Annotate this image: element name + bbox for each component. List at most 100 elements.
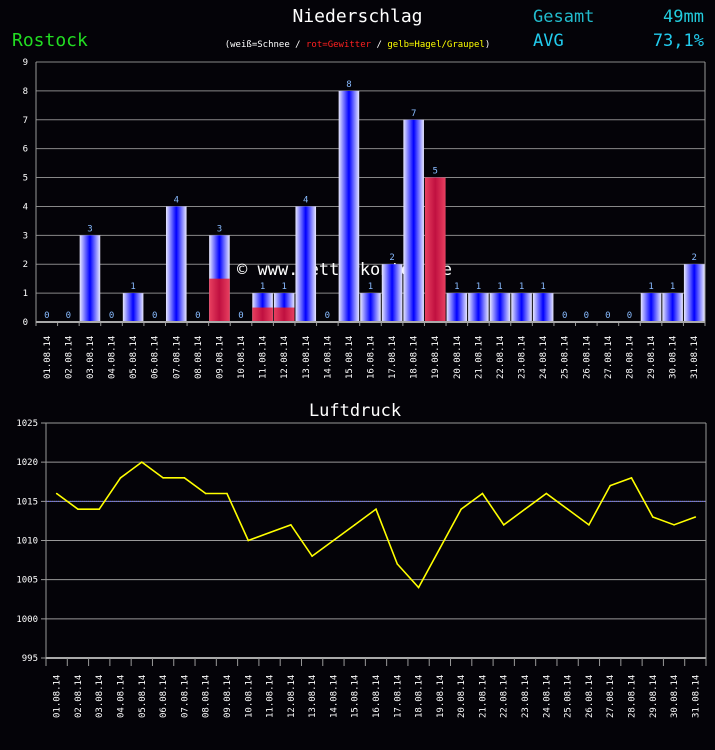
y-tick-label: 9 xyxy=(23,58,28,68)
pressure-point xyxy=(630,477,633,479)
bar-value-label: 5 xyxy=(433,167,438,177)
x-tick-label: 01.08.14 xyxy=(43,336,53,379)
pressure-point xyxy=(77,508,79,510)
bar-value-label: 1 xyxy=(519,282,524,292)
x-tick-label: 13.08.14 xyxy=(308,675,318,718)
bar-value-label: 2 xyxy=(691,253,696,263)
x-tick-label: 27.08.14 xyxy=(604,336,614,379)
pressure-point xyxy=(55,492,58,495)
bar-value-label: 1 xyxy=(476,282,481,292)
x-tick-label: 25.08.14 xyxy=(564,675,574,718)
x-tick-label: 04.08.14 xyxy=(117,675,127,718)
x-tick-label: 03.08.14 xyxy=(86,336,96,379)
legend-snow: weiß=Schnee xyxy=(230,40,290,50)
x-tick-label: 18.08.14 xyxy=(415,675,425,718)
precipitation-bar xyxy=(295,206,317,322)
bar-value-label: 1 xyxy=(497,282,502,292)
x-tick-label: 02.08.14 xyxy=(74,675,84,718)
thunder-bar xyxy=(273,307,295,322)
pressure-point xyxy=(417,586,420,589)
x-tick-label: 19.08.14 xyxy=(436,675,446,718)
bar-value-label: 1 xyxy=(540,282,545,292)
bar-value-label: 0 xyxy=(562,311,567,321)
x-tick-label: 22.08.14 xyxy=(496,336,506,379)
x-tick-label: 24.08.14 xyxy=(542,675,552,718)
total-label: Gesamt xyxy=(533,7,595,27)
x-tick-label: 17.08.14 xyxy=(393,675,403,718)
bar-value-label: 4 xyxy=(303,195,308,205)
x-tick-label: 26.08.14 xyxy=(585,675,595,718)
x-tick-label: 08.08.14 xyxy=(202,675,212,718)
y-tick-label: 1020 xyxy=(16,458,38,468)
y-tick-label: 6 xyxy=(23,145,28,155)
x-tick-label: 31.08.14 xyxy=(691,675,701,718)
pressure-point xyxy=(396,563,399,565)
x-tick-label: 02.08.14 xyxy=(64,336,74,379)
bar-value-label: 1 xyxy=(670,282,675,292)
x-tick-label: 09.08.14 xyxy=(215,336,225,379)
pressure-point xyxy=(460,508,462,510)
x-tick-label: 16.08.14 xyxy=(372,675,382,718)
x-tick-label: 07.08.14 xyxy=(172,336,182,379)
pressure-point xyxy=(119,477,122,479)
bar-value-label: 0 xyxy=(152,311,157,321)
x-tick-label: 06.08.14 xyxy=(159,675,169,718)
x-tick-label: 07.08.14 xyxy=(180,675,190,718)
pressure-point xyxy=(609,484,611,487)
x-tick-label: 30.08.14 xyxy=(670,675,680,718)
bar-value-label: 0 xyxy=(627,311,632,321)
pressure-point xyxy=(375,508,377,510)
x-tick-label: 30.08.14 xyxy=(669,336,679,379)
x-tick-label: 16.08.14 xyxy=(367,336,377,379)
bar-value-label: 0 xyxy=(66,311,71,321)
x-tick-label: 05.08.14 xyxy=(129,336,139,379)
x-tick-label: 25.08.14 xyxy=(561,336,571,379)
pressure-chart: 995 1000 1005 1010 1015 1020 1025 01.08.14 02.08… xyxy=(16,419,707,718)
precipitation-bar xyxy=(683,264,705,322)
bar-value-label: 0 xyxy=(109,311,114,321)
pressure-point xyxy=(694,516,697,518)
x-tick-label: 15.08.14 xyxy=(345,336,355,379)
page-title: Niederschlag xyxy=(292,6,423,27)
y-tick-label: 995 xyxy=(22,654,38,664)
y-tick-label: 5 xyxy=(23,174,28,184)
y-tick-label: 2 xyxy=(23,260,28,270)
precipitation-bar xyxy=(122,293,144,322)
y-tick-label: 8 xyxy=(23,87,28,97)
y-tick-label: 1010 xyxy=(16,537,38,547)
pressure-point xyxy=(545,492,548,495)
x-tick-label: 06.08.14 xyxy=(151,336,161,379)
legend-sep: / xyxy=(371,40,388,50)
pressure-point xyxy=(332,539,335,542)
pressure-point xyxy=(311,555,313,557)
x-tick-label: 12.08.14 xyxy=(287,675,297,718)
x-tick-label: 15.08.14 xyxy=(351,675,361,718)
bar-value-label: 0 xyxy=(238,311,243,321)
pressure-point xyxy=(502,524,505,526)
y-tick-label: 1015 xyxy=(16,497,38,507)
x-tick-label: 20.08.14 xyxy=(457,675,467,718)
pressure-point xyxy=(290,524,292,526)
x-tick-label: 09.08.14 xyxy=(223,675,233,718)
x-tick-label: 12.08.14 xyxy=(280,336,290,379)
precipitation-bar xyxy=(511,293,532,322)
precipitation-bar xyxy=(79,235,101,322)
x-tick-label: 10.08.14 xyxy=(244,675,254,718)
x-tick-label: 01.08.14 xyxy=(53,675,63,718)
pressure-point xyxy=(204,492,207,495)
x-tick-label: 27.08.14 xyxy=(606,675,616,718)
legend-close: ) xyxy=(484,40,491,50)
bar-value-label: 3 xyxy=(87,224,92,234)
total-value: 49mm xyxy=(663,7,704,27)
legend-hail: gelb=Hagel/Graupel xyxy=(387,40,485,50)
x-tick-label: 19.08.14 xyxy=(431,336,441,379)
bar-value-label: 0 xyxy=(195,311,200,321)
x-tick-label: 14.08.14 xyxy=(329,675,339,718)
x-tick-label: 28.08.14 xyxy=(627,675,637,718)
bar-value-label: 1 xyxy=(454,282,459,292)
pressure-point xyxy=(481,492,484,495)
x-tick-label: 14.08.14 xyxy=(323,336,333,379)
x-tick-label: 08.08.14 xyxy=(194,336,204,379)
y-tick-label: 7 xyxy=(23,116,28,126)
